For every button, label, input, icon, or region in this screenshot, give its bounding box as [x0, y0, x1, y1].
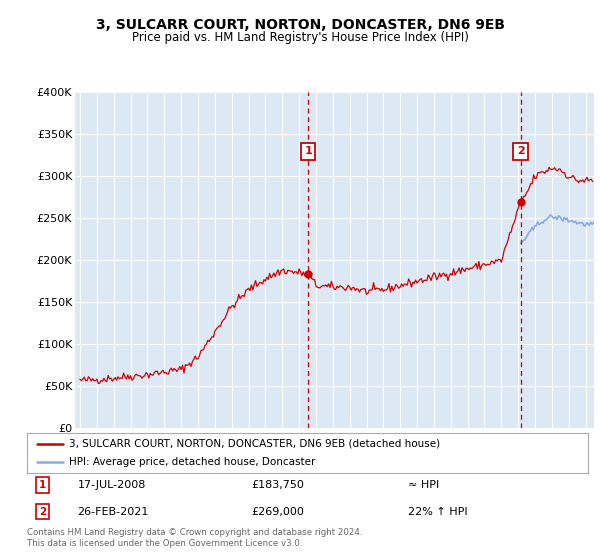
- Text: 1: 1: [39, 480, 46, 491]
- Text: 1: 1: [304, 146, 312, 156]
- Text: 3, SULCARR COURT, NORTON, DONCASTER, DN6 9EB (detached house): 3, SULCARR COURT, NORTON, DONCASTER, DN6…: [69, 439, 440, 449]
- Text: 22% ↑ HPI: 22% ↑ HPI: [409, 506, 468, 516]
- Text: 3, SULCARR COURT, NORTON, DONCASTER, DN6 9EB: 3, SULCARR COURT, NORTON, DONCASTER, DN6…: [95, 18, 505, 32]
- Text: £183,750: £183,750: [251, 480, 304, 491]
- Text: Contains HM Land Registry data © Crown copyright and database right 2024.
This d: Contains HM Land Registry data © Crown c…: [27, 528, 362, 548]
- Text: £269,000: £269,000: [251, 506, 304, 516]
- Text: 17-JUL-2008: 17-JUL-2008: [77, 480, 146, 491]
- Text: ≈ HPI: ≈ HPI: [409, 480, 440, 491]
- Text: 2: 2: [39, 506, 46, 516]
- Text: 26-FEB-2021: 26-FEB-2021: [77, 506, 149, 516]
- Text: Price paid vs. HM Land Registry's House Price Index (HPI): Price paid vs. HM Land Registry's House …: [131, 31, 469, 44]
- Text: 2: 2: [517, 146, 524, 156]
- Text: HPI: Average price, detached house, Doncaster: HPI: Average price, detached house, Donc…: [69, 458, 316, 467]
